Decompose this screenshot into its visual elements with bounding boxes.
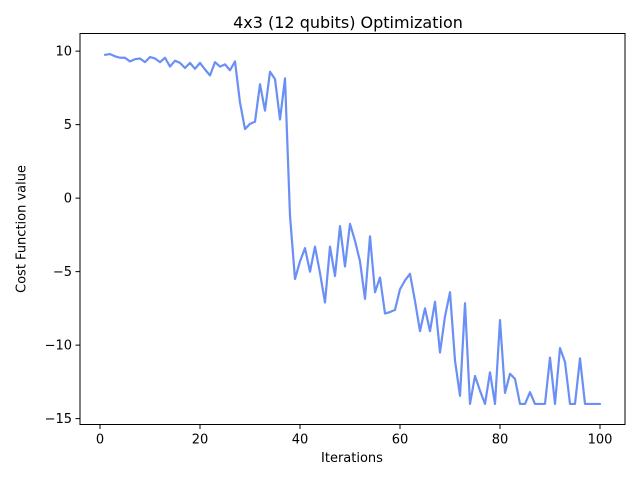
y-axis-title: Cost Function value (15, 165, 30, 293)
chart-title: 4x3 (12 qubits) Optimization (233, 13, 463, 32)
plot-frame (79, 33, 626, 425)
x-axis-title: Iterations (321, 451, 383, 466)
series-line-0 (103, 52, 602, 406)
y-tick-label: −10 (45, 339, 72, 354)
plot-area (103, 52, 602, 406)
y-tick-label: −15 (45, 412, 72, 427)
x-tick-label: 40 (292, 433, 309, 448)
y-tick-label: −5 (53, 265, 72, 280)
x-tick-label: 100 (588, 433, 613, 448)
x-tick-label: 80 (492, 433, 509, 448)
x-tick-label: 0 (96, 433, 104, 448)
axes: 0 20 40 60 80 100 10 5 0 −5 −10 −15 (45, 45, 613, 448)
x-tick-label: 60 (392, 433, 409, 448)
y-tick-label: 5 (64, 118, 72, 133)
y-tick-label: 10 (55, 45, 72, 60)
y-tick-label: 0 (64, 192, 72, 207)
x-tick-label: 20 (192, 433, 209, 448)
